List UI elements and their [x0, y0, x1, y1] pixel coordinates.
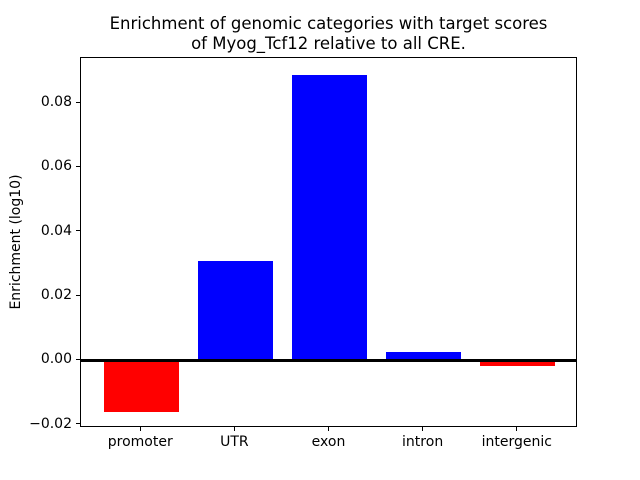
x-tick-mark: [139, 427, 141, 431]
y-tick-label: 0.06: [40, 158, 72, 175]
bar-intron: [385, 352, 462, 361]
bar-promoter: [103, 360, 179, 412]
y-tick-label: 0.00: [40, 351, 72, 368]
chart-title-line-1: Enrichment of genomic categories with ta…: [109, 14, 548, 33]
x-tick-label-exon: exon: [311, 434, 346, 450]
y-tick-label: 0.08: [40, 94, 72, 111]
x-tick-label-promoter: promoter: [107, 434, 173, 450]
y-tick-mark: [76, 165, 80, 167]
x-tick-mark: [516, 427, 518, 431]
y-tick-mark: [76, 294, 80, 296]
x-tick-label-intergenic: intergenic: [481, 434, 552, 450]
y-tick-label: 0.02: [40, 287, 72, 304]
chart-title-line-2: of Myog_Tcf12 relative to all CRE.: [191, 33, 466, 53]
y-tick-mark: [76, 358, 80, 360]
plot-area: [80, 57, 577, 427]
bar-exon: [291, 75, 368, 361]
bar-intergenic: [480, 360, 556, 367]
x-tick-mark: [233, 427, 235, 431]
y-tick-label: −0.02: [29, 415, 72, 432]
x-tick-label-UTR: UTR: [220, 434, 249, 450]
y-tick-mark: [76, 101, 80, 103]
x-tick-label-intron: intron: [402, 434, 444, 450]
y-tick-mark: [76, 230, 80, 232]
y-tick-mark: [76, 423, 80, 425]
bar-UTR: [197, 260, 274, 361]
zero-line: [81, 358, 576, 362]
chart-title: Enrichment of genomic categories with ta…: [80, 14, 577, 53]
x-tick-mark: [422, 427, 424, 431]
x-tick-mark: [328, 427, 329, 431]
y-tick-label: 0.04: [40, 222, 72, 239]
